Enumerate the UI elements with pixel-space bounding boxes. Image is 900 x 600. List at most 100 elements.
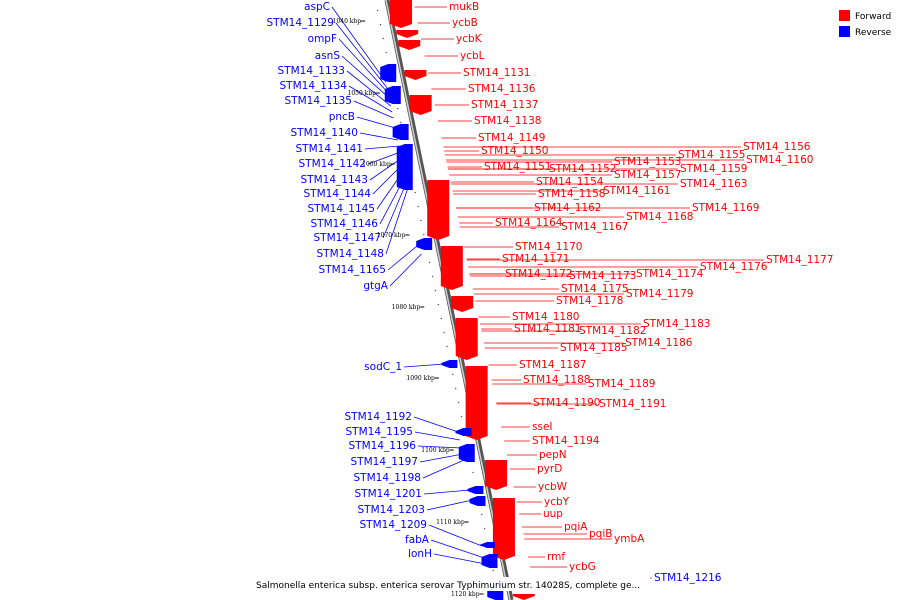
reverse-label-connector — [403, 363, 445, 368]
scale-tick-label: 1060 kbp — [362, 161, 391, 168]
reverse-gene-feature — [481, 554, 498, 568]
gene-label-stm14-1153: STM14_1153 — [614, 156, 681, 168]
forward-gene-feature — [451, 296, 474, 312]
legend-swatch-reverse — [839, 26, 850, 37]
gene-label-stm14-1196: STM14_1196 — [349, 440, 417, 452]
sequence-backbone — [384, 0, 514, 600]
forward-gene-feature — [455, 318, 478, 360]
backbone-line — [384, 0, 514, 600]
reverse-label-connector — [367, 151, 401, 165]
gene-label-ompf: ompF — [308, 33, 337, 45]
reverse-gene-feature — [455, 428, 472, 436]
minor-marker — [460, 415, 463, 418]
gene-label-asns: asnS — [315, 50, 341, 62]
minor-marker — [440, 317, 443, 320]
forward-gene-feature — [396, 30, 419, 38]
minor-marker — [423, 233, 425, 236]
gene-label-stm14-1192: STM14_1192 — [345, 411, 412, 423]
gene-label-pyrd: pyrD — [537, 463, 562, 475]
gene-label-stm14-1152: STM14_1152 — [549, 163, 616, 175]
minor-marker — [417, 205, 419, 208]
gene-features — [380, 0, 535, 600]
reverse-label-connector — [413, 416, 459, 433]
gene-label-rmf: rmf — [547, 551, 565, 563]
reverse-gene-feature — [441, 360, 458, 368]
minor-marker — [446, 345, 448, 348]
gene-label-stm14-1194: STM14_1194 — [532, 435, 600, 447]
gene-label-stm14-1176: STM14_1176 — [700, 261, 768, 273]
gene-label-stm14-1161: STM14_1161 — [603, 185, 670, 197]
reverse-gene-feature — [396, 144, 413, 190]
reverse-label-connector — [348, 85, 393, 113]
gene-label-stm14-1178: STM14_1178 — [556, 295, 623, 307]
gene-label-ycby: ycbY — [544, 496, 570, 508]
backbone-highlight — [385, 0, 511, 600]
scale-tick-label: 1100 kbp — [421, 447, 450, 454]
minor-marker — [434, 289, 437, 292]
gene-labels: aspC STM14_1129 ompF asnS STM14_1133 STM14_11… — [267, 1, 834, 584]
gene-label-stm14-1177: STM14_1177 — [766, 254, 833, 266]
gene-label-stm14-1188: STM14_1188 — [523, 374, 590, 386]
reverse-label-connector — [423, 489, 471, 495]
gene-label-stm14-1164: STM14_1164 — [495, 217, 563, 229]
gene-label-ycbl: ycbL — [460, 50, 485, 62]
reverse-label-connector — [430, 539, 485, 559]
reverse-label-connector — [346, 70, 392, 107]
gene-label-stm14-1136: STM14_1136 — [468, 83, 536, 95]
gene-label-stm14-1203: STM14_1203 — [358, 504, 425, 516]
reverse-label-connector — [353, 100, 394, 119]
reverse-label-connector — [422, 459, 465, 479]
label-connectors — [331, 6, 764, 579]
legend-swatch-forward — [839, 10, 850, 21]
reverse-label-connector — [331, 6, 387, 83]
gene-label-stm14-1190: STM14_1190 — [533, 397, 600, 409]
minor-marker — [376, 9, 379, 12]
forward-gene-feature — [398, 40, 421, 50]
reverse-label-connector — [338, 38, 389, 94]
reverse-label-connector — [387, 243, 420, 271]
gene-label-stm14-1137: STM14_1137 — [471, 99, 538, 111]
scale-tick-label: 1110 kbp — [436, 519, 465, 526]
gene-label-stm14-1181: STM14_1181 — [514, 323, 581, 335]
gene-label-stm14-1158: STM14_1158 — [538, 188, 605, 200]
gene-label-stm14-1163: STM14_1163 — [680, 178, 747, 190]
gene-label-stm14-1180: STM14_1180 — [512, 311, 579, 323]
reverse-gene-feature — [392, 124, 409, 140]
gene-label-mukb: mukB — [449, 1, 479, 13]
minor-marker — [428, 261, 431, 264]
gene-label-aspc: aspC — [304, 1, 330, 13]
gene-label-stm14-1209: STM14_1209 — [360, 519, 427, 531]
reverse-gene-feature — [384, 86, 401, 104]
minor-marker — [457, 401, 460, 404]
gene-label-stm14-1143: STM14_1143 — [301, 174, 368, 186]
gene-label-stm14-1171: STM14_1171 — [502, 253, 569, 265]
gene-label-stm14-1183: STM14_1183 — [643, 318, 710, 330]
gene-label-stm14-1160: STM14_1160 — [746, 154, 813, 166]
gene-label-stm14-1174: STM14_1174 — [636, 268, 704, 280]
gene-label-stm14-1172: STM14_1172 — [505, 268, 572, 280]
reverse-label-connector — [428, 524, 482, 547]
gene-label-stm14-1186: STM14_1186 — [625, 337, 693, 349]
gene-label-stm14-1133: STM14_1133 — [278, 65, 345, 77]
gene-label-ycbg: ycbG — [569, 561, 596, 573]
gene-label-pncb: pncB — [329, 111, 355, 123]
gene-label-uup: uup — [543, 508, 563, 520]
map-caption: Salmonella enterica subsp. enterica sero… — [256, 581, 640, 591]
scale-tick-label: 1080 kbp — [392, 304, 421, 311]
gene-label-stm14-1179: STM14_1179 — [626, 288, 693, 300]
gene-label-stm14-1150: STM14_1150 — [481, 145, 548, 157]
minor-marker — [382, 37, 385, 40]
gene-label-stm14-1145: STM14_1145 — [308, 203, 375, 215]
reverse-label-connector — [369, 157, 402, 181]
gene-label-stm14-1169: STM14_1169 — [692, 202, 759, 214]
gene-label-ycbw: ycbW — [538, 481, 568, 493]
reverse-label-connector — [359, 132, 399, 141]
gene-label-faba: fabA — [405, 534, 430, 546]
legend: Forward Reverse — [839, 10, 892, 38]
gene-label-stm14-1155: STM14_1155 — [678, 149, 745, 161]
minor-marker — [420, 219, 422, 222]
gene-label-ymba: ymbA — [614, 533, 645, 545]
gene-label-stm14-1144: STM14_1144 — [304, 188, 372, 200]
reverse-label-connector — [364, 145, 400, 150]
